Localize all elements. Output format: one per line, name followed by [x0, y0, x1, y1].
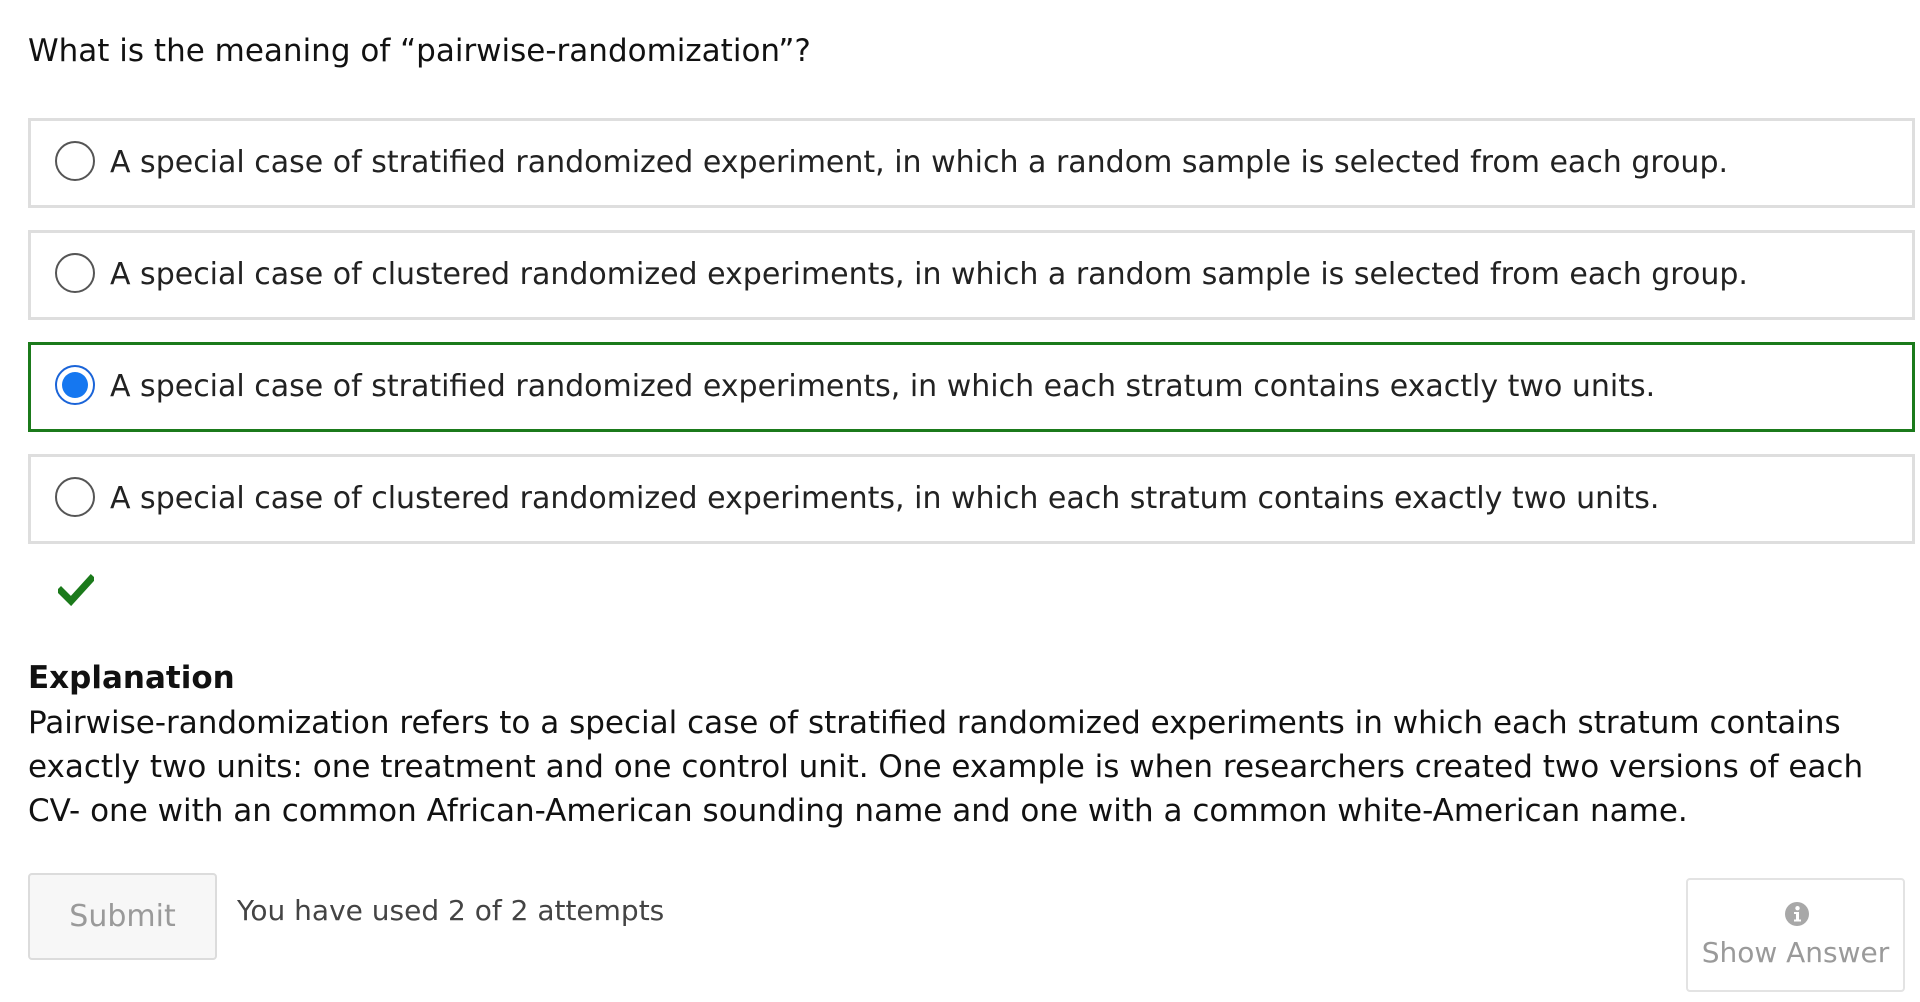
choice-option-4[interactable]: A special case of clustered randomized e… — [28, 454, 1915, 544]
submit-button[interactable]: Submit — [28, 873, 217, 960]
explanation-title: Explanation — [28, 660, 235, 696]
choice-label-1: A special case of stratified randomized … — [110, 145, 1729, 180]
explanation-text: Pairwise-randomization refers to a speci… — [28, 705, 1864, 829]
choice-option-1[interactable]: A special case of stratified randomized … — [28, 118, 1915, 208]
radio-button-4[interactable] — [55, 477, 95, 517]
question-text: What is the meaning of “pairwise-randomi… — [28, 33, 811, 69]
choice-label-2: A special case of clustered randomized e… — [110, 257, 1748, 292]
choice-label-4: A special case of clustered randomized e… — [110, 481, 1660, 516]
checkmark-icon — [58, 574, 94, 606]
problem-container: What is the meaning of “pairwise-randomi… — [28, 0, 1915, 992]
show-answer-button[interactable]: Show Answer — [1686, 878, 1905, 992]
choice-label-3: A special case of stratified randomized … — [110, 369, 1656, 404]
choice-list: A special case of stratified randomized … — [28, 118, 1915, 566]
radio-button-2[interactable] — [55, 253, 95, 293]
show-answer-label: Show Answer — [1701, 936, 1890, 969]
info-icon — [1785, 902, 1809, 926]
radio-button-1[interactable] — [55, 141, 95, 181]
radio-button-3[interactable] — [55, 365, 95, 405]
attempts-counter: You have used 2 of 2 attempts — [237, 894, 665, 927]
choice-option-3[interactable]: A special case of stratified randomized … — [28, 342, 1915, 432]
choice-option-2[interactable]: A special case of clustered randomized e… — [28, 230, 1915, 320]
